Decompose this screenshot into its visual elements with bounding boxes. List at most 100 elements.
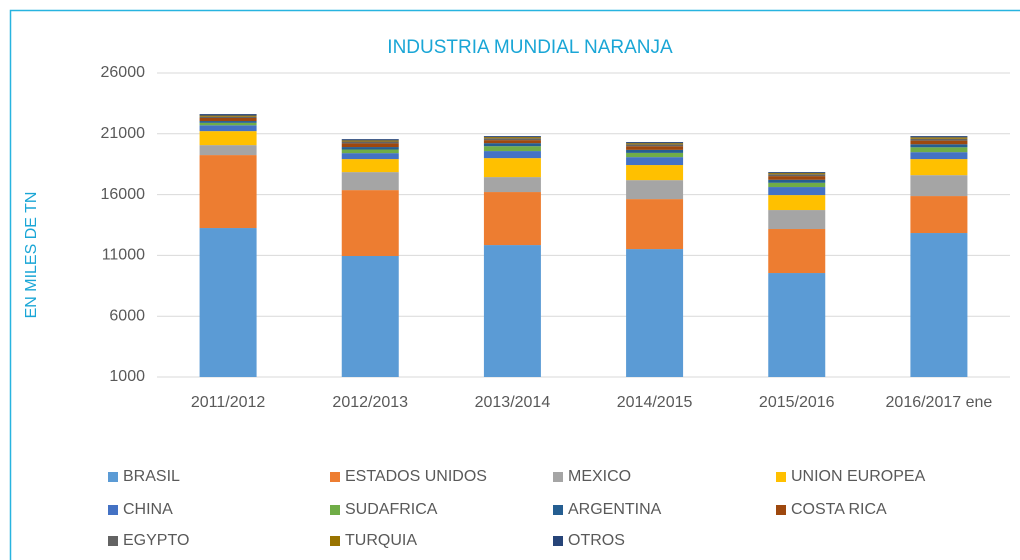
bar-segment [341, 147, 399, 150]
legend-label: EGYPTO [123, 532, 189, 549]
bar-segment [910, 159, 968, 176]
legend-swatch [108, 536, 118, 546]
bar-segment [910, 147, 968, 153]
legend-label: MEXICO [568, 468, 631, 485]
bar-segment [199, 125, 257, 132]
bar-segment [910, 140, 968, 145]
chart-title: INDUSTRIA MUNDIAL NARANJA [387, 37, 673, 58]
bar-segment [199, 155, 257, 229]
legend-swatch [553, 505, 563, 515]
bar-segment [910, 137, 968, 139]
bar-segment [483, 138, 541, 141]
y-axis-label: EN MILES DE TN [23, 192, 40, 319]
bar-segment [341, 159, 399, 173]
bar-segment [341, 149, 399, 154]
legend-label: ARGENTINA [568, 501, 662, 518]
bar-segment [768, 176, 826, 180]
bar-segment [768, 182, 826, 188]
bar-segment [483, 137, 541, 139]
bar-segment [341, 153, 399, 160]
y-tick-label: 21000 [101, 125, 146, 142]
bar-segment [483, 143, 541, 147]
bar-segment [910, 138, 968, 141]
bar-segment [910, 152, 968, 160]
bar-segment [199, 145, 257, 156]
bar-segment [483, 177, 541, 193]
legend-swatch [108, 472, 118, 482]
bar-segment [768, 173, 826, 175]
bar-segment [626, 249, 684, 377]
legend-swatch [330, 536, 340, 546]
bar-segment [768, 273, 826, 377]
bar-segment [768, 179, 826, 183]
legend-label: OTROS [568, 532, 625, 549]
legend-label: SUDAFRICA [345, 501, 438, 518]
bar-segment [341, 140, 399, 142]
legend-swatch [553, 472, 563, 482]
bar-segment [199, 114, 257, 116]
x-tick-label: 2012/2013 [332, 394, 408, 411]
legend-swatch [330, 505, 340, 515]
bar-segment [626, 142, 684, 144]
bar-segment [768, 229, 826, 274]
bar-segment [910, 196, 968, 234]
legend-swatch [553, 536, 563, 546]
bar-segment [626, 157, 684, 166]
bar-segment [483, 151, 541, 159]
bar-segment [626, 165, 684, 181]
bar-segment [483, 245, 541, 377]
bar-segment [199, 117, 257, 122]
bar-segment [341, 172, 399, 191]
x-tick-label: 2015/2016 [759, 394, 835, 411]
legend-swatch [776, 472, 786, 482]
bar-segment [626, 143, 684, 145]
y-tick-label: 6000 [109, 307, 145, 324]
legend-label: BRASIL [123, 468, 180, 485]
y-tick-label: 1000 [109, 368, 145, 385]
bar-segment [483, 140, 541, 144]
y-tick-label: 11000 [102, 247, 145, 264]
legend-label: UNION EUROPEA [791, 468, 926, 485]
x-tick-label: 2011/2012 [191, 394, 266, 411]
bar-segment [768, 210, 826, 230]
bar-segment [910, 136, 968, 138]
bar-segment [768, 195, 826, 211]
y-tick-label: 26000 [101, 64, 146, 81]
y-tick-label: 16000 [101, 186, 146, 203]
bar-segment [483, 158, 541, 178]
bar-segment [626, 199, 684, 250]
bar-segment [626, 152, 684, 158]
bar-segment [768, 172, 826, 174]
bar-segment [768, 187, 826, 196]
bar-segment [341, 139, 399, 141]
bar-segment [199, 131, 257, 146]
bar-segment [341, 141, 399, 144]
bar-segment [910, 175, 968, 197]
bar-segment [626, 180, 684, 200]
bar-segment [199, 115, 257, 117]
bar-segment [626, 144, 684, 147]
legend-label: TURQUIA [345, 532, 417, 549]
bar-segment [199, 228, 257, 377]
legend-label: ESTADOS UNIDOS [345, 468, 487, 485]
bar-segment [199, 116, 257, 118]
bar-segment [199, 122, 257, 126]
bar-segment [341, 256, 399, 377]
legend-swatch [330, 472, 340, 482]
bar-segment [341, 190, 399, 257]
bar-segment [910, 144, 968, 148]
legend-swatch [776, 505, 786, 515]
bar-segment [341, 143, 399, 148]
legend-swatch [108, 505, 118, 515]
x-tick-label: 2013/2014 [475, 394, 551, 411]
bar-segment [483, 136, 541, 138]
bar-segment [199, 121, 257, 123]
bar-segment [626, 146, 684, 150]
bar-segment [768, 174, 826, 177]
bar-segment [626, 149, 684, 153]
legend-label: COSTA RICA [791, 501, 887, 518]
x-tick-label: 2014/2015 [617, 394, 693, 411]
bar-segment [483, 192, 541, 246]
bar-segment [910, 233, 968, 377]
